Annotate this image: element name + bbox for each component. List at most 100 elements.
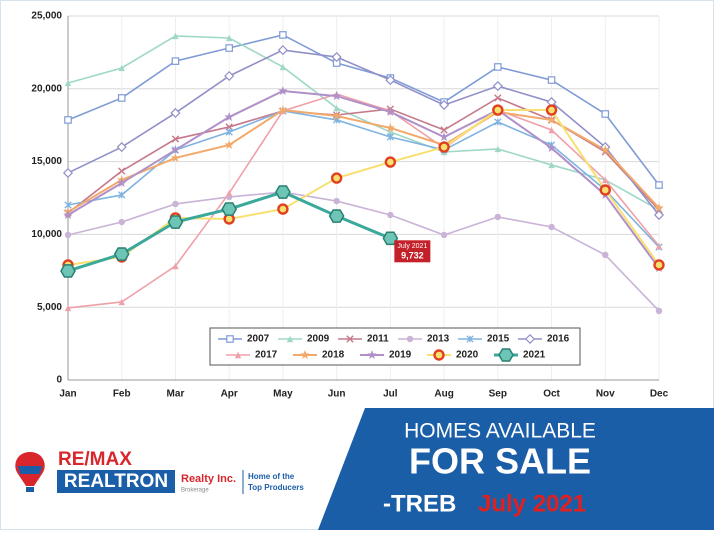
data-point	[602, 251, 609, 259]
data-point	[548, 161, 555, 169]
y-tick-label: 5,000	[37, 302, 62, 313]
x-tick-label: Aug	[434, 389, 453, 400]
banner-background	[318, 408, 714, 530]
tagline2: Top Producers	[248, 483, 304, 492]
data-point	[221, 202, 238, 216]
data-point	[225, 189, 233, 197]
data-point	[170, 144, 181, 154]
logo: RE/MAX REALTRON Realty Inc. Brokerage Ho…	[15, 449, 304, 494]
office-box	[57, 470, 175, 493]
series-line	[67, 49, 660, 216]
data-point	[494, 145, 502, 153]
series-line	[67, 89, 660, 269]
legend-label: 2021	[523, 350, 546, 361]
data-point	[653, 209, 665, 221]
data-point	[331, 52, 342, 63]
data-point	[602, 176, 609, 184]
y-tick-label: 20,000	[31, 83, 62, 94]
data-point	[225, 44, 233, 52]
realty: Realty Inc.	[181, 473, 236, 485]
legend-marker	[466, 335, 474, 343]
legend-label: 2017	[255, 350, 278, 361]
x-tick-label: Feb	[113, 389, 131, 400]
data-point	[655, 307, 663, 315]
banner-line2: FOR SALE	[409, 441, 591, 482]
data-point	[331, 91, 342, 101]
legend-marker	[226, 335, 234, 343]
legend-marker	[367, 350, 377, 360]
balloon-basket	[26, 487, 34, 492]
legend-label: 2009	[307, 334, 330, 345]
data-point	[172, 262, 179, 270]
data-point	[494, 63, 502, 71]
banner-line3b: July 2021	[478, 490, 586, 517]
data-point	[382, 231, 399, 246]
data-point	[60, 264, 76, 278]
data-point	[278, 105, 288, 115]
data-point	[331, 111, 342, 121]
data-point	[328, 209, 345, 223]
legend-marker	[433, 349, 445, 361]
series-line	[67, 93, 660, 309]
data-point	[492, 104, 504, 116]
data-point	[167, 215, 184, 229]
data-point	[546, 114, 557, 125]
data-point	[64, 231, 72, 239]
legend-marker	[524, 333, 536, 345]
x-tick-label: Jan	[59, 389, 76, 400]
data-point	[277, 45, 288, 56]
data-point	[116, 178, 127, 188]
y-tick-label: 10,000	[31, 229, 62, 240]
x-tick-label: Jun	[328, 389, 346, 400]
data-point	[599, 184, 611, 196]
data-point	[653, 259, 665, 271]
brand: RE/MAX	[58, 449, 132, 470]
data-point	[63, 210, 73, 220]
data-point	[225, 34, 233, 42]
x-tick-label: Dec	[650, 389, 669, 400]
x-tick-label: Apr	[221, 389, 238, 400]
data-point	[62, 167, 74, 179]
data-point	[118, 218, 125, 226]
y-tick-label: 15,000	[31, 156, 62, 167]
data-point	[64, 116, 72, 124]
data-point	[439, 131, 449, 142]
data-point	[387, 128, 394, 136]
x-tick-label: Sep	[489, 389, 507, 400]
x-tick-label: May	[273, 389, 293, 400]
data-point	[116, 141, 127, 153]
legend-label: 2011	[367, 334, 389, 345]
data-point	[601, 110, 610, 118]
legend-box	[209, 327, 581, 366]
series-line	[67, 191, 660, 312]
data-point	[118, 64, 125, 72]
data-point	[548, 223, 555, 231]
data-point	[654, 203, 664, 213]
legend-label: 2007	[247, 334, 270, 345]
data-point	[600, 144, 611, 154]
series-line	[67, 35, 660, 211]
data-point	[224, 140, 234, 150]
banner-line3a: -TREB	[383, 490, 456, 517]
office: REALTRON	[64, 471, 168, 492]
data-point	[438, 141, 450, 153]
series-line	[67, 109, 660, 266]
data-label: 9,732	[401, 251, 424, 261]
data-point	[64, 79, 72, 87]
data-point	[385, 122, 396, 133]
data-point	[494, 213, 502, 221]
annotation-box	[394, 240, 431, 263]
data-point	[385, 106, 396, 116]
data-point	[172, 200, 179, 208]
legend-marker	[286, 335, 294, 343]
balloon-stripe	[18, 466, 42, 474]
data-point	[225, 128, 233, 136]
data-point	[385, 75, 396, 86]
data-point	[440, 231, 448, 239]
data-point	[113, 247, 130, 261]
y-tick-label: 0	[56, 375, 62, 386]
legend-marker	[300, 350, 310, 360]
data-point	[655, 181, 663, 189]
